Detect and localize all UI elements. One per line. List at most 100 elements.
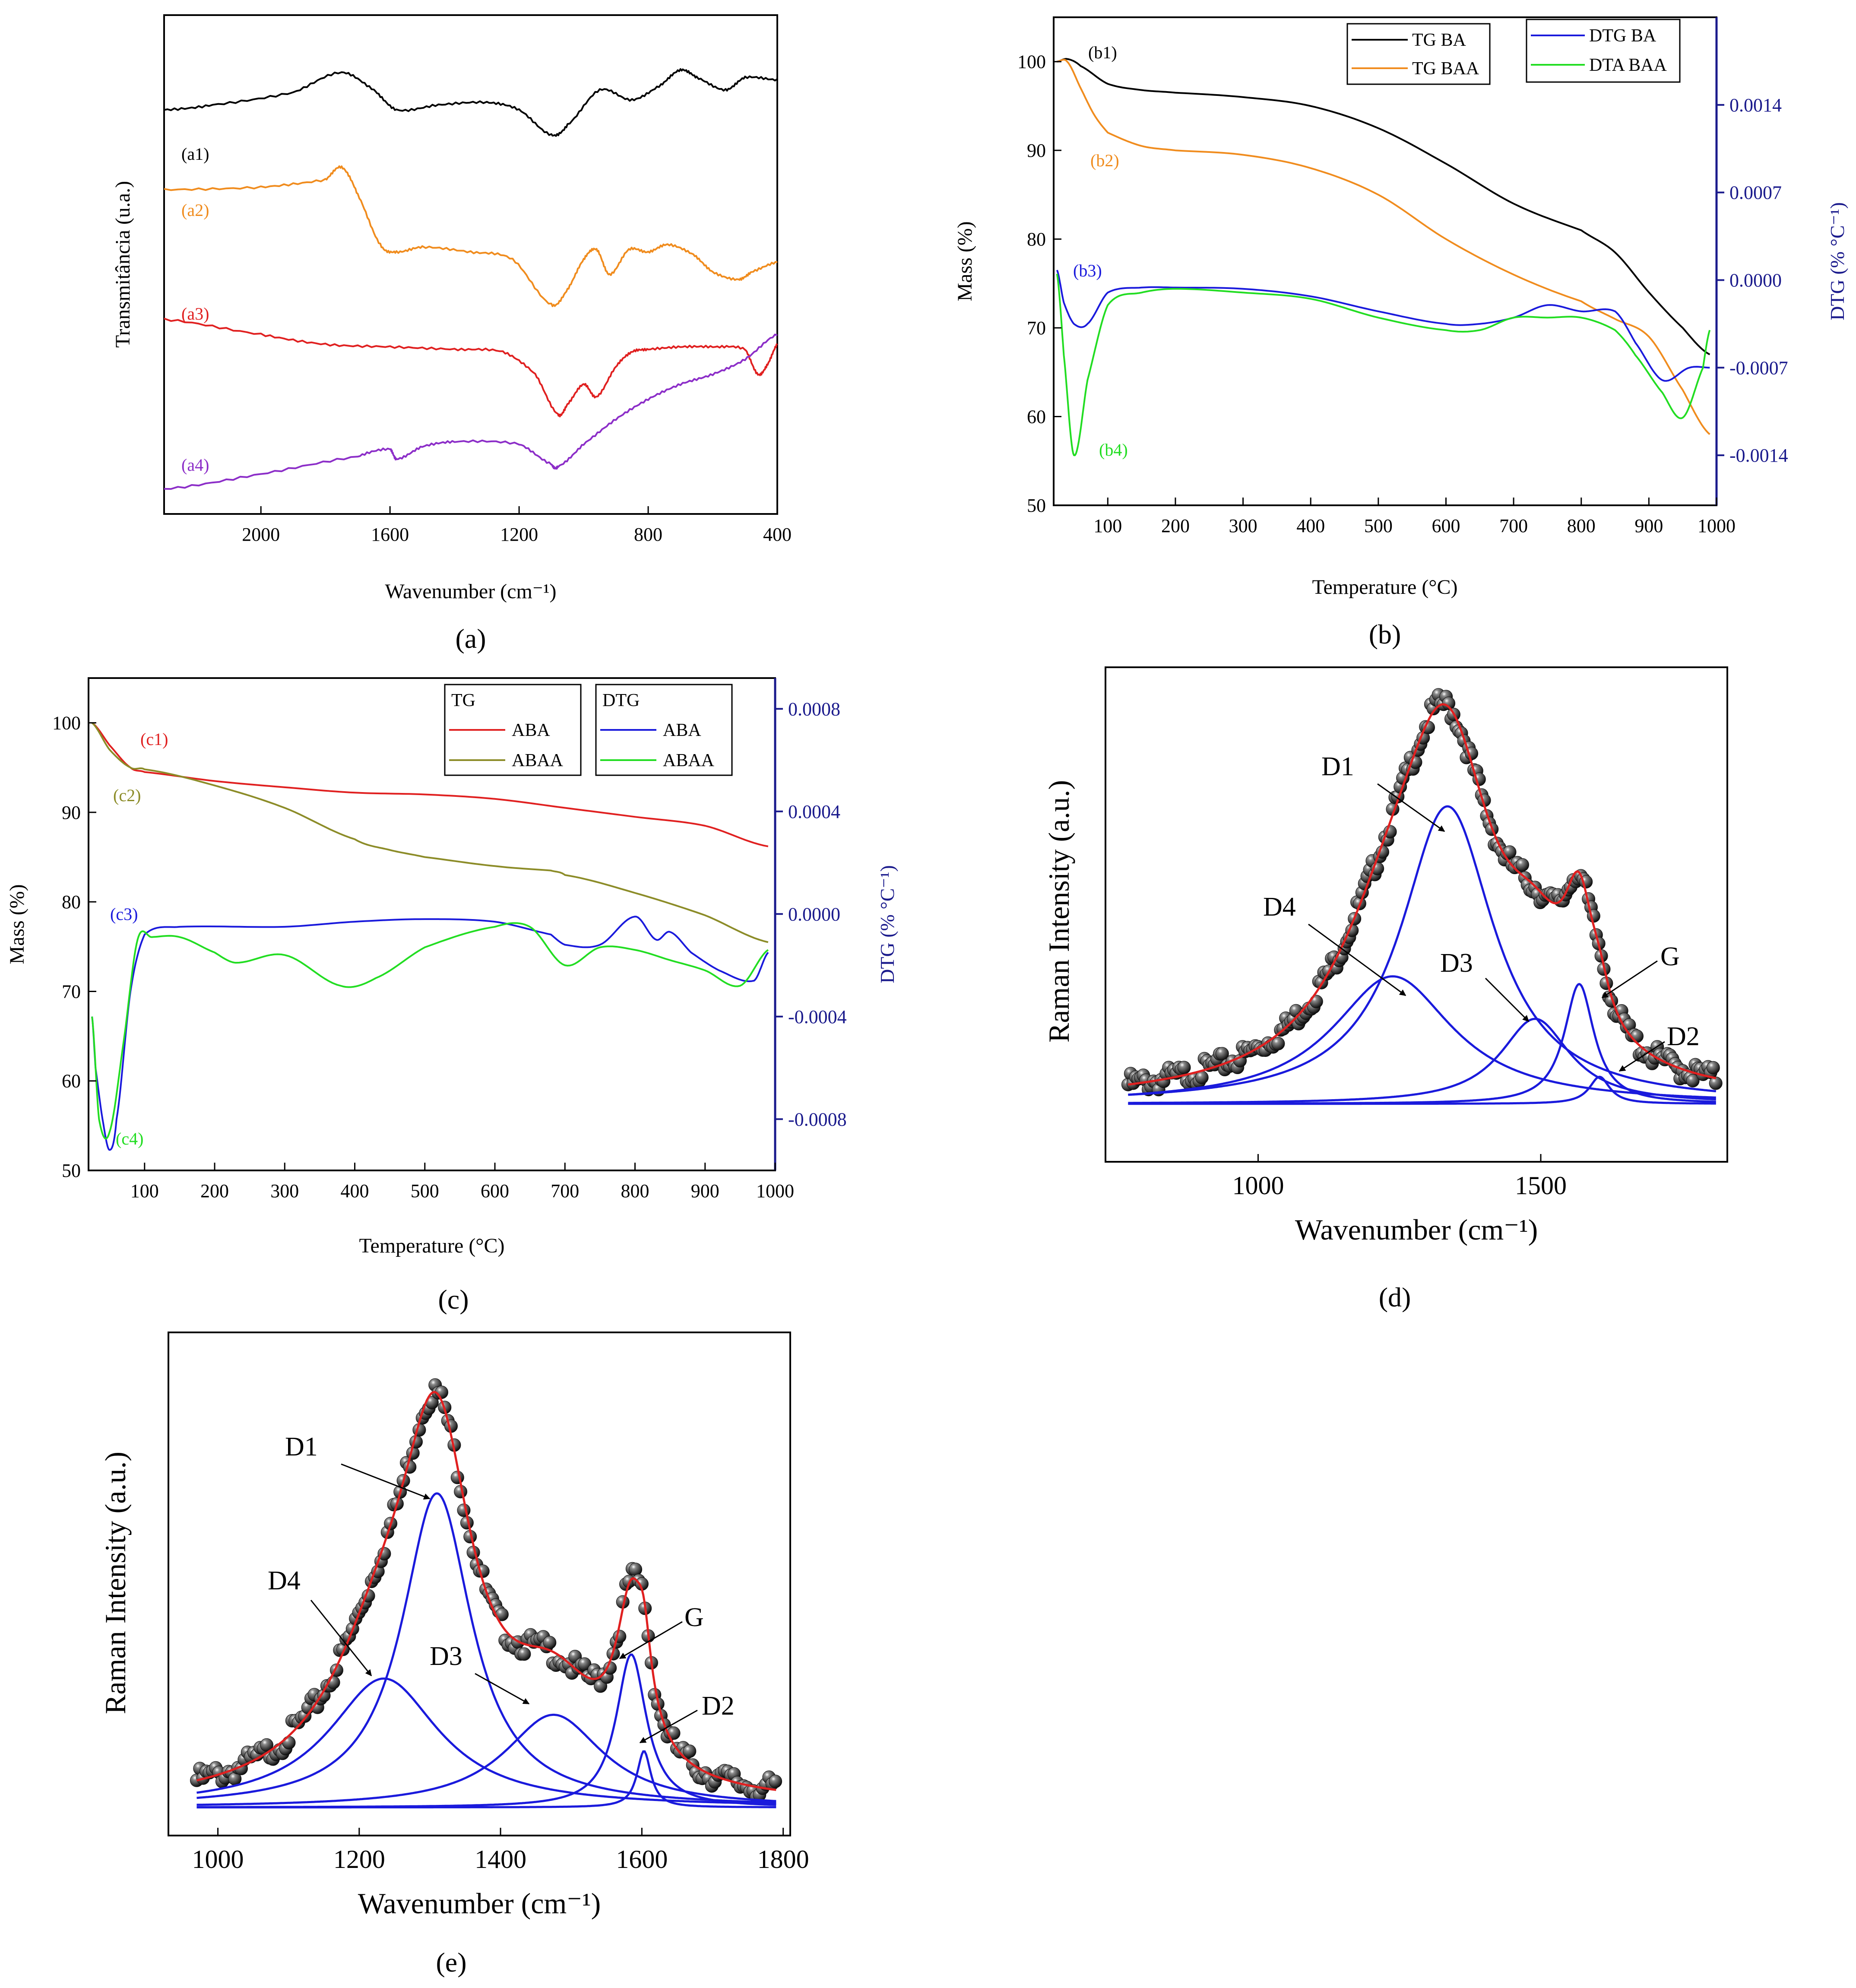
x-tick-label-1000: 1000	[192, 1845, 244, 1874]
series-a4	[164, 333, 778, 490]
data-point	[1709, 1076, 1723, 1090]
peak-d1	[196, 1492, 776, 1804]
series-tg-abaa	[91, 722, 769, 943]
y2-axis-label: DTG (% °C⁻¹)	[1826, 202, 1848, 320]
panel-caption: (b)	[1369, 619, 1401, 650]
x-tick-label-1000: 1000	[756, 1180, 794, 1202]
y-tick-label-100: 100	[1017, 51, 1046, 73]
data-point	[1516, 858, 1529, 872]
y-axis-label: Mass (%)	[6, 884, 29, 964]
y-tick-label-90: 90	[62, 802, 81, 823]
x-axis: 2000 1600 1200 800 400	[242, 506, 792, 545]
arrow-d3	[475, 1673, 530, 1705]
panel-caption: (e)	[436, 1947, 466, 1978]
legend-label-tg-aba: ABA	[512, 720, 550, 740]
y2-tick-label-3: -0.0004	[788, 1006, 847, 1027]
plot-frame	[163, 14, 778, 515]
x-tick-label-300: 300	[1229, 515, 1257, 536]
legend-label-dtg-ba: DTG BA	[1589, 26, 1656, 46]
data-point	[260, 1738, 273, 1752]
panel-c-ann-c3: (c3)	[110, 904, 138, 924]
data-point	[282, 1736, 296, 1750]
x-axis-label: Wavenumber (cm⁻¹)	[1295, 1213, 1538, 1246]
x-tick-label-1400: 1400	[475, 1845, 526, 1874]
series-group	[164, 68, 778, 490]
peak-label-g: G	[1660, 942, 1680, 971]
arrow-d1	[341, 1463, 431, 1500]
peak-d4	[196, 1677, 776, 1805]
x-tick-label-800: 800	[634, 524, 662, 545]
legend-box-2	[1526, 19, 1681, 83]
arrow-g	[619, 1621, 683, 1659]
panel-a-ann-a3: (a3)	[181, 304, 209, 323]
peak-label-d3: D3	[430, 1642, 462, 1671]
data-point	[769, 1775, 782, 1788]
legend-label-tg-baa: TG BAA	[1412, 59, 1479, 79]
fit-envelope	[1128, 703, 1717, 1086]
peak-label-d4: D4	[1263, 892, 1296, 922]
y-tick-label-90: 90	[1027, 140, 1046, 161]
y2-tick-label-2: 0.0000	[1729, 270, 1782, 291]
panel-a-ann-a4: (a4)	[181, 455, 209, 475]
series-group	[1056, 58, 1711, 457]
data-point	[517, 1647, 531, 1661]
plot-frame	[1105, 666, 1728, 1163]
x-axis-label: Temperature (°C)	[359, 1234, 504, 1257]
series-a1	[164, 68, 778, 137]
x-axis-label: Wavenumber (cm⁻¹)	[358, 1887, 601, 1920]
panel-b-ann-b1: (b1)	[1088, 43, 1117, 62]
series-group	[91, 722, 769, 1151]
y-tick-label-50: 50	[62, 1160, 81, 1181]
raman-data-points	[1121, 688, 1723, 1097]
data-point	[1271, 1037, 1285, 1050]
panel-e: 1000 1200 1400 1600 1800 D1 D4 D3 G D2 Waven…	[99, 1332, 809, 1978]
x-tick-label-900: 900	[1634, 515, 1663, 536]
y-axis: 50 60 70 80 90 100	[1017, 51, 1061, 516]
series-a3	[164, 317, 778, 418]
x-axis: 1000 1200 1400 1600 1800	[192, 1828, 809, 1874]
peak-label-g: G	[684, 1603, 704, 1632]
series-tg-ba	[1057, 58, 1710, 355]
y-tick-label-60: 60	[62, 1071, 81, 1092]
y2-tick-label-4: -0.0008	[788, 1109, 847, 1130]
y-tick-label-100: 100	[52, 713, 81, 734]
x-tick-label-900: 900	[691, 1180, 719, 1202]
data-point	[543, 1636, 557, 1649]
x-axis-label: Wavenumber (cm⁻¹)	[385, 580, 556, 603]
panel-c: 100 200 300 400 500 600 700 800 900 1000 50 60 70 80…	[6, 677, 898, 1315]
legend-title-dtg: DTG	[602, 691, 640, 710]
legend-label-dta-baa: DTA BAA	[1589, 55, 1667, 75]
x-tick-label-700: 700	[551, 1180, 579, 1202]
plot-frame	[168, 1332, 791, 1836]
peak-d2	[1128, 1075, 1716, 1105]
panel-c-ann-c4: (c4)	[116, 1129, 143, 1148]
y2-tick-label-1: 0.0004	[788, 801, 840, 822]
arrow-d1	[1377, 783, 1445, 832]
panel-caption: (d)	[1379, 1282, 1411, 1313]
legend-label-dtg-aba: ABA	[663, 720, 701, 740]
arrow-d2	[1618, 1041, 1665, 1072]
panel-a-ann-a1: (a1)	[181, 144, 209, 164]
x-tick-label-200: 200	[1161, 515, 1190, 536]
legend-label-tg-ba: TG BA	[1412, 30, 1466, 50]
peak-d2	[196, 1750, 776, 1809]
legend-label-tg-abaa: ABAA	[512, 751, 564, 770]
data-point	[1630, 1029, 1644, 1043]
x-tick-label-400: 400	[763, 524, 792, 545]
arrow-d4	[1308, 923, 1406, 996]
x-tick-label-400: 400	[341, 1180, 369, 1202]
legend: TG BA TG BAA DTG BA DTA BAA	[1346, 19, 1681, 85]
peak-label-d2: D2	[1667, 1022, 1700, 1051]
x-axis: 100 200 300 400 500 600 700 800 900 1000	[1093, 498, 1736, 536]
x-tick-label-200: 200	[200, 1180, 229, 1202]
x-tick-label-1600: 1600	[616, 1845, 668, 1874]
x-tick-label-500: 500	[411, 1180, 439, 1202]
x-tick-label-600: 600	[481, 1180, 509, 1202]
legend: TG ABA ABAA DTG ABA ABAA	[444, 684, 733, 776]
x-axis: 100 200 300 400 500 600 700 800 900 1000	[130, 1163, 794, 1202]
y-tick-label-70: 70	[1027, 317, 1046, 339]
y-tick-label-70: 70	[62, 981, 81, 1002]
panel-caption: (a)	[455, 623, 486, 654]
peak-label-d1: D1	[285, 1432, 318, 1462]
series-a2	[164, 165, 778, 308]
